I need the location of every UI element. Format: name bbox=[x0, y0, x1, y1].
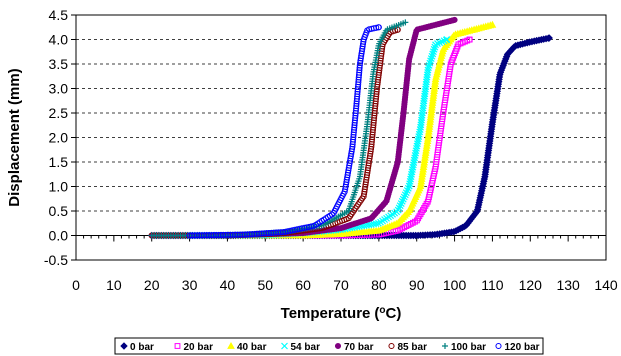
legend bbox=[114, 337, 544, 355]
x-tick-label: 60 bbox=[295, 277, 311, 293]
legend-marker bbox=[174, 343, 181, 349]
data-point bbox=[426, 59, 434, 67]
legend-item: 70 bar bbox=[334, 342, 374, 353]
y-tick-label: 3.0 bbox=[49, 81, 69, 97]
x-tick-label: 80 bbox=[371, 277, 387, 293]
x-axis-ticks: 0 10 20 30 40 50 60 70 80 90 100 110 120 130 140 bbox=[72, 235, 618, 293]
y-tick-label: 0.5 bbox=[49, 203, 69, 219]
legend-marker bbox=[281, 342, 288, 350]
data-point bbox=[429, 48, 437, 56]
x-axis-title-unit-suffix: C) bbox=[386, 305, 402, 322]
data-point bbox=[443, 36, 451, 43]
data-point bbox=[429, 50, 437, 58]
data-point bbox=[328, 211, 335, 218]
legend-item: 40 bar bbox=[227, 341, 267, 353]
series-100-bar bbox=[148, 19, 409, 239]
data-point bbox=[425, 61, 433, 69]
data-point bbox=[394, 26, 401, 33]
data-point bbox=[430, 45, 438, 53]
x-tick-label: 120 bbox=[519, 277, 543, 293]
x-tick-label: 40 bbox=[220, 277, 236, 293]
legend-marker bbox=[388, 342, 395, 350]
x-tick-label: 0 bbox=[72, 277, 80, 293]
x-tick-label: 70 bbox=[333, 277, 349, 293]
data-point bbox=[545, 34, 553, 42]
legend-label: 85 bar bbox=[398, 342, 428, 353]
x-tick-label: 130 bbox=[556, 277, 580, 293]
legend-item: 100 bar bbox=[442, 342, 486, 353]
y-tick-label: 1.5 bbox=[49, 154, 69, 170]
x-tick-label: 90 bbox=[409, 277, 425, 293]
x-tick-label: 50 bbox=[257, 277, 273, 293]
series-layer bbox=[148, 16, 553, 240]
legend-item: 54 bar bbox=[281, 342, 321, 353]
legend-label: 20 bar bbox=[184, 342, 214, 353]
y-axis-ticks: -0.5 0.0 0.5 1.0 1.5 2.0 2.5 3.0 3.5 4.0 4.5 bbox=[44, 7, 76, 268]
data-point bbox=[488, 20, 497, 28]
x-tick-label: 30 bbox=[182, 277, 198, 293]
legend-marker bbox=[227, 341, 235, 349]
legend-label: 0 bar bbox=[130, 342, 154, 353]
data-point bbox=[427, 55, 435, 62]
data-point bbox=[425, 64, 432, 72]
x-axis-title-unit-sup: o bbox=[379, 305, 385, 316]
y-tick-label: 1.0 bbox=[49, 179, 69, 195]
grid-lines bbox=[76, 39, 606, 236]
data-point bbox=[428, 52, 436, 60]
x-axis-title: Temperature (oC) bbox=[281, 305, 402, 323]
y-tick-label: 4.5 bbox=[49, 7, 69, 23]
data-point bbox=[372, 220, 380, 228]
legend-marker bbox=[495, 342, 502, 350]
y-tick-label: 0.0 bbox=[49, 228, 69, 244]
x-tick-label: 140 bbox=[594, 277, 618, 293]
x-tick-label: 20 bbox=[144, 277, 160, 293]
data-point bbox=[451, 16, 458, 23]
legend-marker bbox=[442, 343, 448, 349]
data-point bbox=[375, 24, 382, 31]
y-tick-label: 3.5 bbox=[49, 56, 69, 72]
legend-item: 85 bar bbox=[388, 342, 428, 353]
y-tick-label: 4.0 bbox=[49, 32, 69, 48]
x-tick-label: 100 bbox=[443, 277, 467, 293]
data-point bbox=[466, 36, 473, 43]
y-tick-label: 2.5 bbox=[49, 105, 69, 121]
legend-item: 120 bar bbox=[495, 342, 540, 353]
data-point bbox=[427, 57, 434, 65]
y-tick-label: -0.5 bbox=[44, 252, 68, 268]
legend-label: 70 bar bbox=[344, 342, 374, 353]
y-axis-title: Displacement (mm) bbox=[6, 68, 23, 206]
legend-label: 54 bar bbox=[291, 342, 321, 353]
legend-item: 0 bar bbox=[120, 342, 154, 353]
x-tick-label: 10 bbox=[106, 277, 122, 293]
legend-label: 120 bar bbox=[505, 342, 540, 353]
series-120-bar bbox=[186, 24, 382, 239]
data-point bbox=[373, 24, 380, 31]
legend-label: 100 bar bbox=[451, 342, 486, 353]
x-axis-title-main: Temperature bbox=[281, 305, 371, 322]
legend-items: 0 bar 20 bar 40 bar 54 bar 70 bar 85 bar 100 b… bbox=[120, 341, 540, 353]
legend-marker bbox=[120, 342, 128, 350]
x-tick-label: 110 bbox=[481, 277, 504, 293]
data-point bbox=[402, 19, 409, 26]
x-axis-title-unit-prefix: ( bbox=[374, 305, 379, 322]
legend-label: 40 bar bbox=[237, 342, 267, 353]
legend-marker bbox=[334, 342, 342, 350]
y-tick-label: 2.0 bbox=[49, 130, 69, 146]
legend-item: 20 bar bbox=[174, 342, 214, 353]
